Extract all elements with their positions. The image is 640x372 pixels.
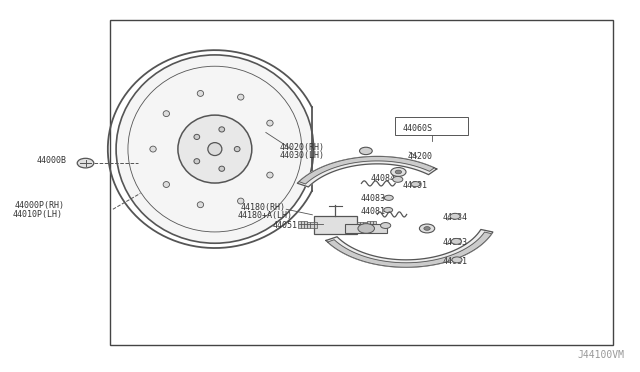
Ellipse shape [178,115,252,183]
Circle shape [452,257,462,263]
Circle shape [360,147,372,155]
Text: 44060S: 44060S [403,124,433,132]
Text: 44000P(RH): 44000P(RH) [14,201,64,210]
Text: 44084: 44084 [371,174,396,183]
Bar [360,222,364,228]
Text: 44083: 44083 [360,194,385,203]
Polygon shape [298,157,436,187]
Bar [307,222,310,228]
Polygon shape [299,157,434,184]
Bar [357,222,360,228]
Bar [314,222,317,228]
Bar [346,224,387,232]
Text: 44090: 44090 [357,225,382,234]
Text: 44200: 44200 [407,152,432,161]
Text: 44010P(LH): 44010P(LH) [13,209,63,219]
Ellipse shape [163,111,170,116]
Circle shape [395,170,401,174]
Text: 44051: 44051 [272,221,297,230]
Circle shape [411,182,420,187]
Circle shape [451,238,461,244]
Circle shape [419,224,435,233]
Ellipse shape [234,147,240,152]
Polygon shape [328,232,492,267]
Text: 44084: 44084 [442,213,467,222]
Text: 44081: 44081 [442,257,467,266]
Circle shape [77,158,94,168]
Polygon shape [326,230,493,267]
Bar [109,20,613,345]
Circle shape [391,167,406,176]
Text: 44083: 44083 [442,238,467,247]
Ellipse shape [197,202,204,208]
Circle shape [358,224,374,233]
Bar [373,221,376,228]
Ellipse shape [219,166,225,171]
Ellipse shape [267,120,273,126]
Ellipse shape [116,55,314,243]
Text: 44030(LH): 44030(LH) [280,151,325,160]
Bar [370,221,373,228]
Text: 44000B: 44000B [36,155,67,165]
Ellipse shape [237,94,244,100]
Bar [310,222,314,228]
Ellipse shape [194,134,200,140]
Circle shape [381,222,391,228]
Bar [301,221,304,228]
Ellipse shape [267,172,273,178]
Text: 44091: 44091 [403,182,428,190]
Bar [367,221,370,228]
Ellipse shape [237,198,244,204]
Text: 44020(RH): 44020(RH) [280,143,325,152]
Bar [364,222,367,228]
Ellipse shape [219,127,225,132]
Text: 44180+A(LH): 44180+A(LH) [237,211,292,220]
Circle shape [384,208,393,212]
Bar [298,221,301,228]
Circle shape [424,227,430,230]
Ellipse shape [163,182,170,187]
Text: 44081: 44081 [360,207,385,217]
Circle shape [450,213,460,219]
Ellipse shape [194,158,200,164]
Ellipse shape [197,90,204,96]
Text: J44100VM: J44100VM [577,350,625,359]
Ellipse shape [150,146,156,152]
Text: 44180(RH): 44180(RH) [241,203,285,212]
Ellipse shape [208,142,222,155]
Bar [304,221,307,228]
Bar [314,216,357,234]
Circle shape [385,195,394,201]
Bar [394,117,468,135]
Circle shape [393,176,403,182]
